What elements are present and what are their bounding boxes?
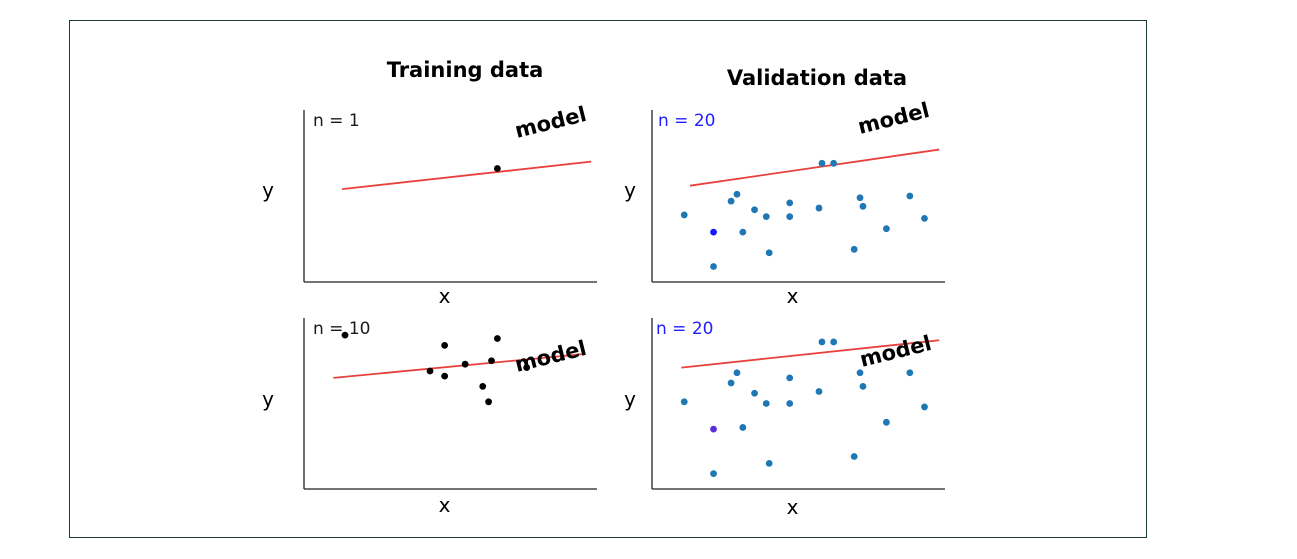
sample-count-label: n = 10 [313,319,370,339]
model-line [341,160,592,191]
data-point [479,383,487,390]
data-point [710,228,717,236]
data-point [341,331,349,339]
sample-count-label: n = 20 [656,319,713,339]
data-point [727,379,735,387]
data-point [710,263,717,270]
data-point [727,197,735,205]
data-point [680,211,688,219]
data-point [680,398,688,406]
data-point [859,202,867,210]
data-point [786,400,794,407]
y-axis-label: y [262,387,274,411]
model-label: model [512,336,588,377]
data-point [906,369,914,377]
data-point [815,204,823,212]
data-point [765,249,773,257]
data-point [426,367,434,375]
data-point [441,372,449,380]
column-title-training: Training data [387,58,544,82]
x-axis-label: x [439,284,451,308]
data-point [751,389,758,397]
data-point [830,338,838,346]
data-point [523,364,531,371]
data-point [493,165,501,172]
x-axis-label: x [439,493,451,517]
data-point [815,388,823,395]
data-point [441,341,449,349]
model-label: model [857,331,933,372]
panel-training-n1: y x n = 1 model [262,102,597,308]
data-point [921,214,928,222]
data-point [733,190,741,198]
data-point [856,369,864,377]
y-axis-label: y [262,178,274,202]
data-point [818,338,826,346]
data-point [859,383,867,390]
data-point [710,470,717,478]
model-label: model [512,102,588,143]
sample-count-label: n = 1 [313,111,360,131]
data-point [850,453,858,460]
x-axis-label: x [787,495,799,519]
data-point [786,374,794,382]
figure-frame [69,20,1147,538]
data-point [818,159,826,167]
panel-validation-top: y x n = 20 model [624,98,945,308]
data-point [493,335,501,342]
data-point [883,418,890,426]
data-point [739,228,747,236]
data-point [786,213,794,221]
data-point [786,199,794,207]
y-axis-label: y [624,178,636,202]
data-point [762,213,770,221]
y-axis-label: y [624,387,636,411]
data-point [856,194,864,202]
data-point [710,425,717,433]
data-point [883,225,890,233]
panel-validation-bottom: y x n = 20 model [624,318,945,519]
data-point [733,369,741,377]
data-point [921,403,928,411]
data-point [461,360,469,368]
data-point [488,357,495,365]
model-label: model [855,98,931,139]
data-point [765,459,773,467]
model-line [681,339,940,369]
data-point [485,398,492,406]
data-point [850,245,858,253]
data-point [739,424,747,431]
sample-count-label: n = 20 [658,111,715,131]
panel-training-n10: y x n = 10 model [262,318,597,517]
data-point [906,192,914,200]
data-point [762,400,770,407]
data-point [751,206,758,214]
column-title-validation: Validation data [727,66,907,90]
model-line [689,148,940,187]
x-axis-label: x [787,284,799,308]
model-line [333,353,586,379]
data-point [830,159,838,167]
